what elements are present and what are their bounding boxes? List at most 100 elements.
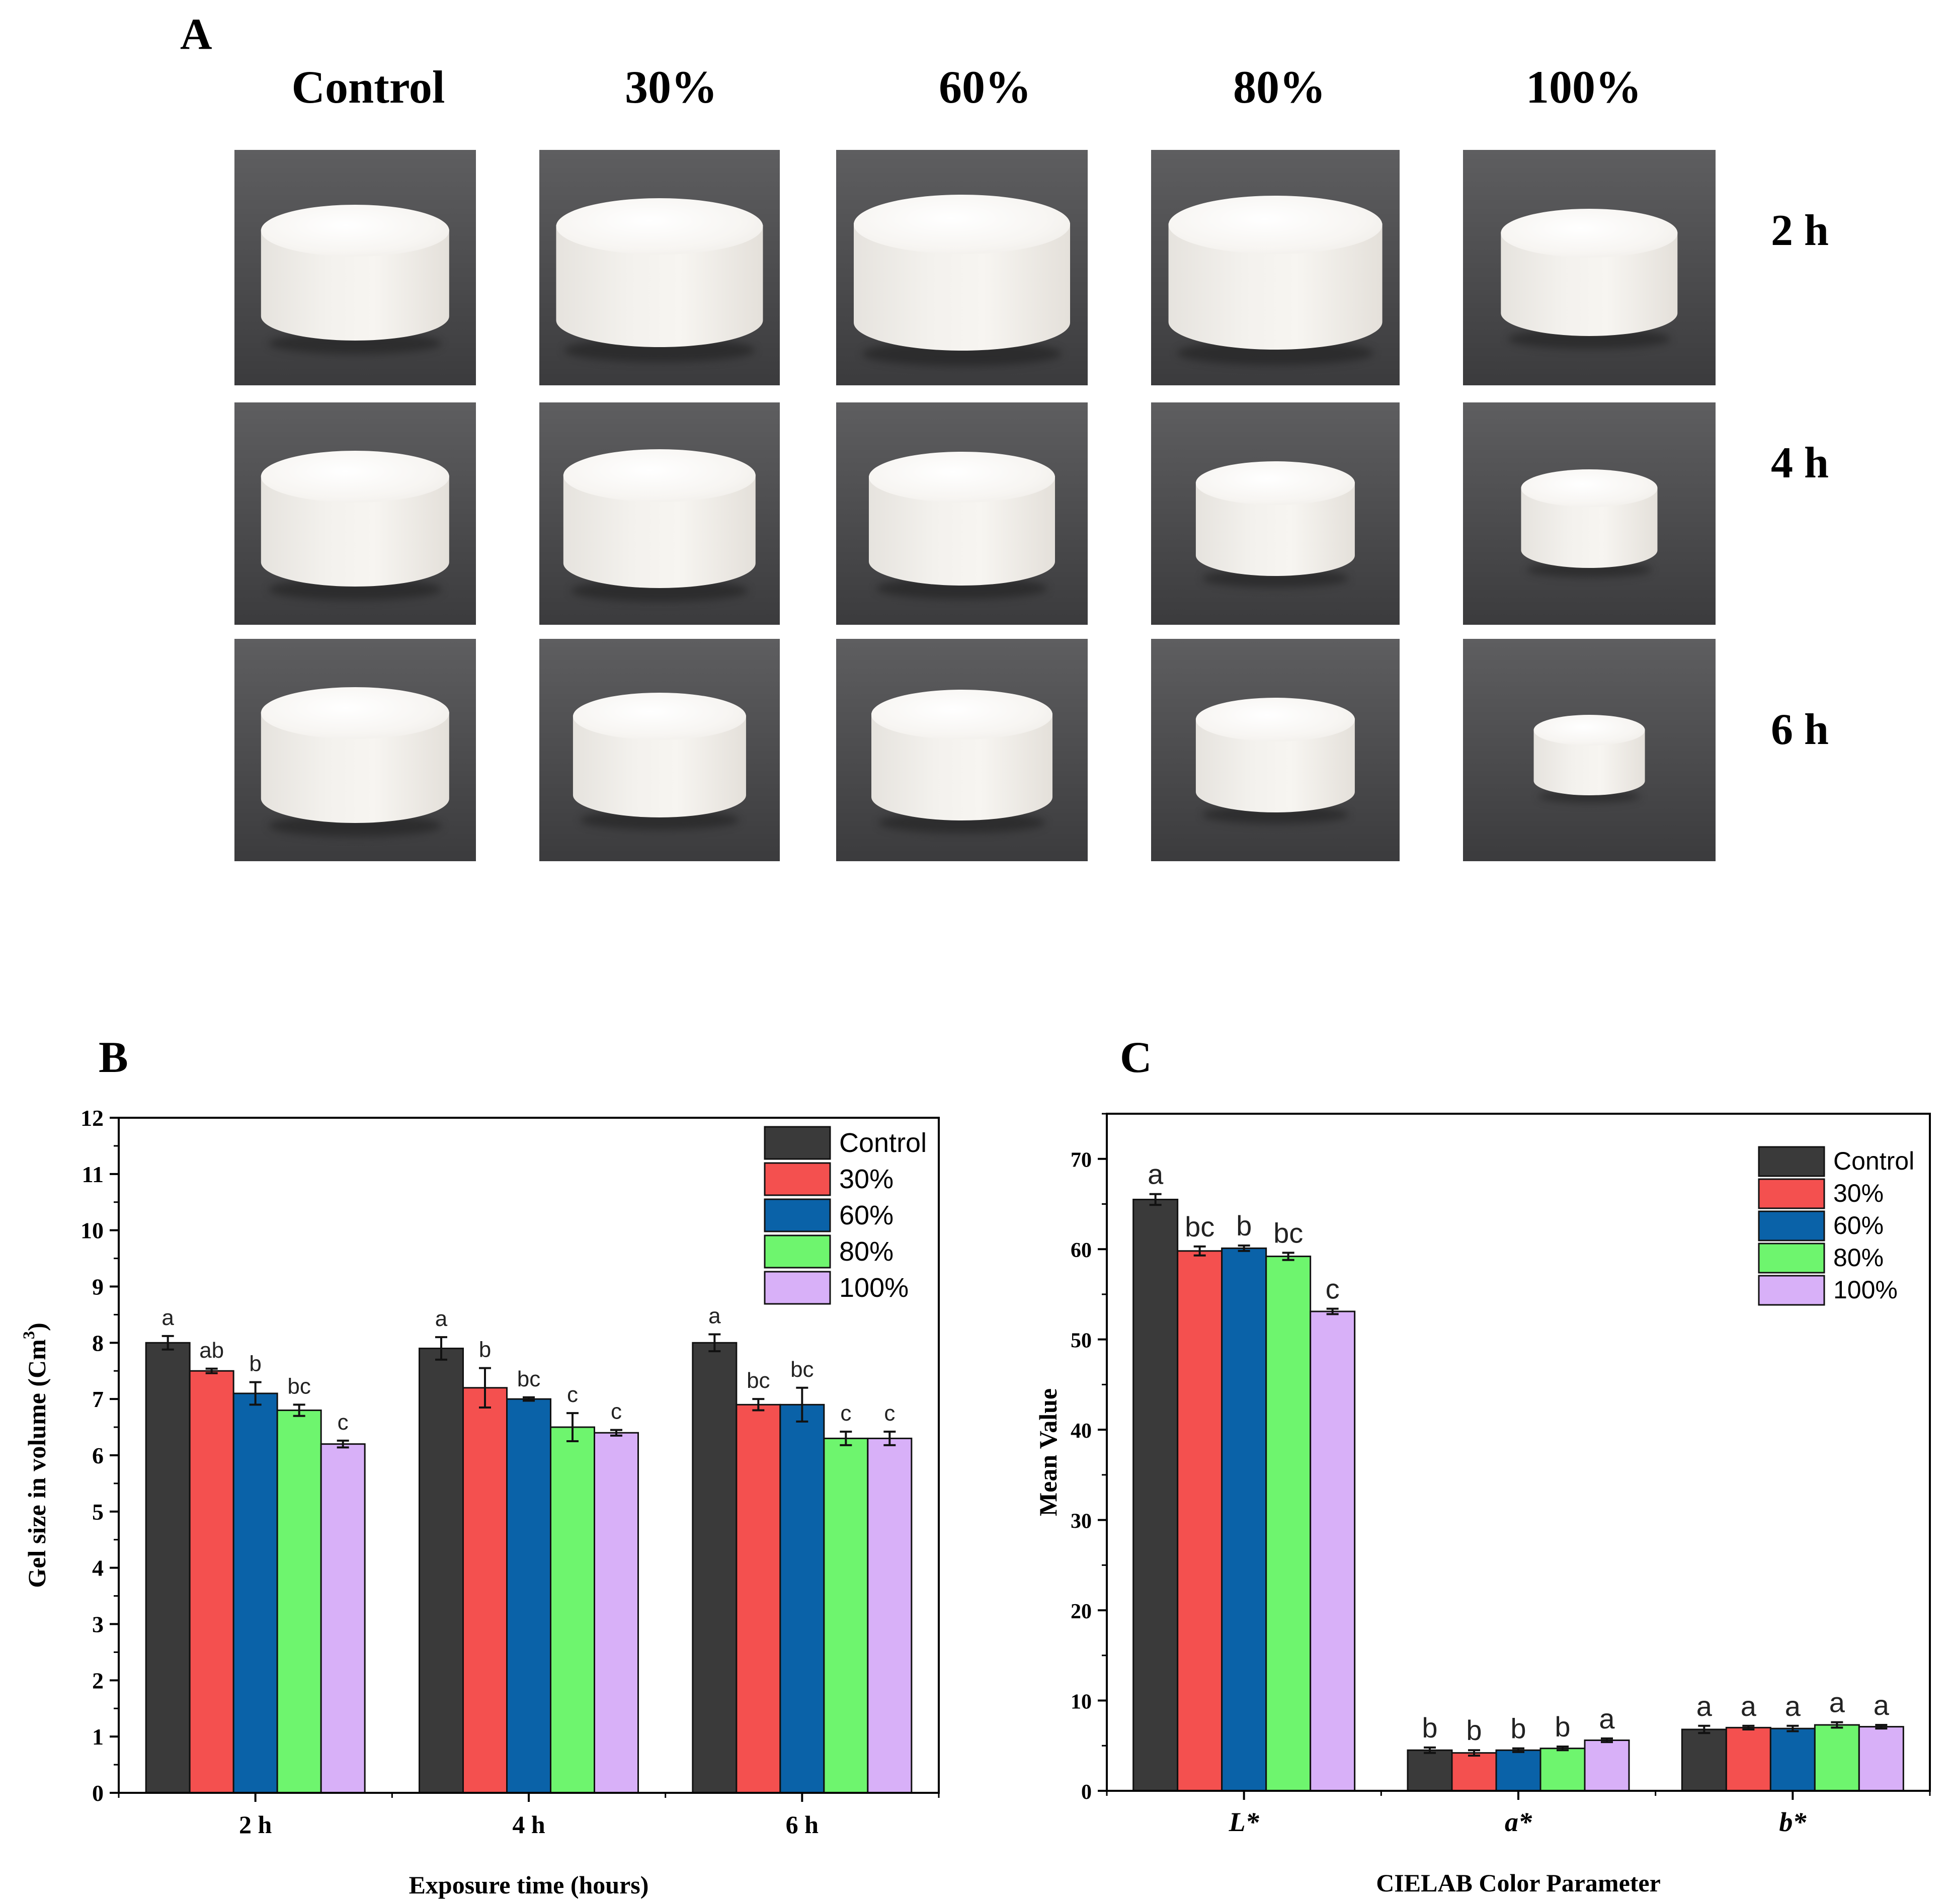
gel-photo-r2-c3 <box>836 402 1088 625</box>
panel-b-letter: B <box>99 1033 128 1082</box>
bar-c-a-80pct <box>1539 1748 1586 1792</box>
significance-label: bc <box>517 1367 540 1391</box>
panel-c-letter: C <box>1120 1033 1152 1082</box>
bar-c-b-30pct <box>1725 1726 1771 1792</box>
legend-swatch-Control <box>1758 1146 1825 1177</box>
legend-swatch-30pct <box>1758 1178 1825 1209</box>
y-tick-label: 10 <box>80 1218 104 1244</box>
bar-b-2h-80pct <box>276 1410 322 1794</box>
significance-label: b <box>1236 1210 1252 1241</box>
legend-swatch-60pct <box>764 1198 831 1232</box>
legend-label: 60% <box>1833 1211 1884 1239</box>
bar-b-6h-100pct <box>867 1437 913 1794</box>
bar-b-2h-60pct <box>232 1392 278 1794</box>
significance-label: bc <box>747 1368 770 1393</box>
bar-b-2h-100pct <box>320 1443 366 1794</box>
gel-photo-r1-c2 <box>539 150 780 385</box>
y-tick-label: 6 <box>92 1443 104 1468</box>
bar-c-a-30pct <box>1451 1752 1497 1792</box>
significance-label: b <box>1422 1712 1437 1744</box>
gel-photo-r1-c3 <box>836 150 1088 385</box>
significance-label: a <box>161 1305 174 1330</box>
significance-label: b <box>249 1352 261 1376</box>
y-tick-label: 7 <box>92 1386 104 1412</box>
significance-label: a <box>1148 1158 1164 1190</box>
legend-swatch-100pct <box>1758 1275 1825 1306</box>
significance-label: a <box>1874 1689 1890 1721</box>
y-axis-label: Mean Value <box>1034 1388 1062 1516</box>
significance-label: c <box>1326 1273 1340 1305</box>
gel-photo-r2-c4 <box>1151 402 1400 625</box>
bar-c-L-Control <box>1132 1198 1179 1792</box>
y-tick-label: 11 <box>82 1162 104 1187</box>
gel-sample <box>869 451 1055 599</box>
significance-label: bc <box>790 1357 814 1382</box>
y-tick-label: 0 <box>1081 1781 1092 1804</box>
gel-photo-r2-c1 <box>234 402 476 625</box>
y-tick-label: 12 <box>80 1105 104 1131</box>
significance-label: b <box>479 1338 491 1362</box>
gel-photo-r1-c5 <box>1463 150 1716 385</box>
significance-label: a <box>1696 1690 1713 1722</box>
significance-label: c <box>840 1401 851 1426</box>
significance-label: ab <box>199 1338 224 1363</box>
y-tick-label: 2 <box>92 1668 104 1693</box>
legend-swatch-100pct <box>764 1271 831 1305</box>
gel-sample <box>1501 209 1678 349</box>
bar-b-4h-30pct <box>462 1387 508 1794</box>
legend-swatch-30pct <box>764 1162 831 1196</box>
legend-swatch-Control <box>764 1126 831 1160</box>
y-tick-label: 1 <box>92 1724 104 1750</box>
gel-photo-r3-c1 <box>234 639 476 861</box>
y-axis-label: Gel size in volume (Cm3) <box>20 1322 51 1588</box>
panel-a-letter: A <box>180 10 212 59</box>
column-label-30: 30% <box>625 61 717 113</box>
legend-label: 80% <box>1833 1244 1884 1272</box>
bar-c-a-100pct <box>1584 1739 1630 1792</box>
column-label-80: 80% <box>1233 61 1326 113</box>
gel-sample <box>1195 461 1355 588</box>
legend-label: 30% <box>1833 1179 1884 1207</box>
bar-c-L-30pct <box>1177 1250 1223 1792</box>
gel-sample <box>563 449 756 602</box>
bar-c-b-60pct <box>1769 1727 1816 1792</box>
legend-label: Control <box>839 1128 927 1158</box>
significance-label: a <box>1829 1687 1845 1718</box>
bar-c-b-80pct <box>1814 1724 1860 1792</box>
row-label-6h: 6 h <box>1771 705 1829 754</box>
y-tick-label: 0 <box>92 1780 104 1806</box>
bar-b-4h-100pct <box>594 1432 639 1794</box>
bar-c-L-80pct <box>1265 1256 1312 1792</box>
significance-label: a <box>1599 1703 1615 1734</box>
y-tick-label: 4 <box>92 1555 104 1581</box>
y-tick-label: 50 <box>1071 1330 1092 1353</box>
gel-sample <box>871 690 1052 834</box>
legend-label: 100% <box>839 1273 909 1303</box>
legend-label: 60% <box>839 1200 893 1230</box>
significance-label: bc <box>1273 1217 1303 1249</box>
legend-label: Control <box>1833 1147 1914 1175</box>
bar-b-6h-Control <box>692 1342 738 1794</box>
significance-label: c <box>338 1410 349 1435</box>
significance-label: b <box>1466 1714 1482 1746</box>
bar-c-b-Control <box>1681 1728 1727 1792</box>
bar-c-a-60pct <box>1495 1749 1541 1792</box>
x-tick-label: L* <box>1229 1807 1260 1837</box>
gel-sample <box>556 198 763 362</box>
gel-photo-r2-c5 <box>1463 402 1716 625</box>
bar-b-2h-Control <box>145 1342 191 1794</box>
bar-c-a-Control <box>1407 1749 1453 1792</box>
significance-label: a <box>1785 1690 1801 1722</box>
significance-label: b <box>1555 1711 1570 1743</box>
gel-sample <box>573 693 747 830</box>
bar-b-4h-Control <box>419 1348 464 1794</box>
bar-c-L-100pct <box>1310 1310 1356 1792</box>
y-tick-label: 5 <box>92 1499 104 1525</box>
row-label-2h: 2 h <box>1771 206 1829 255</box>
y-tick-label: 3 <box>92 1612 104 1637</box>
legend-label: 100% <box>1833 1276 1898 1304</box>
y-tick-label: 10 <box>1071 1691 1092 1714</box>
gel-sample <box>261 451 450 600</box>
